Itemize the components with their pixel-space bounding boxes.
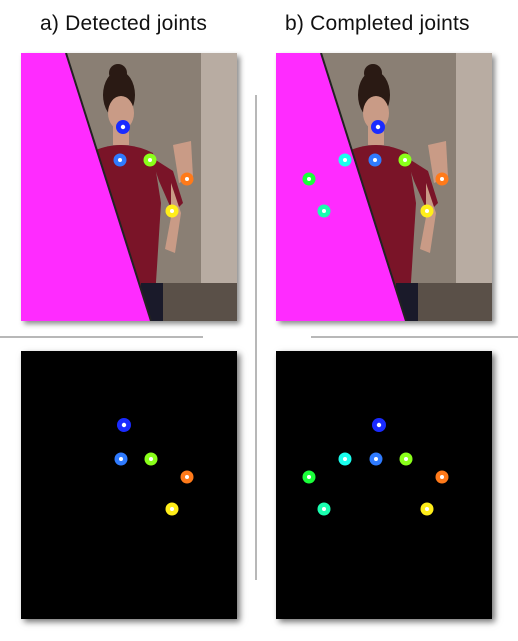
joint-left-elbow-marker: [435, 172, 449, 186]
joint-left-wrist-marker: [420, 204, 434, 218]
joint-right-wrist-marker: [317, 204, 331, 218]
joint-left-shoulder-dot: [144, 452, 158, 466]
raised-hand: [173, 141, 193, 183]
hair-bun: [109, 64, 127, 82]
joint-nose-marker: [116, 120, 130, 134]
heading-completed-joints: b) Completed joints: [285, 12, 470, 35]
photo-completed-panel: [276, 53, 492, 321]
occluder: [276, 53, 406, 321]
horizontal-divider-left: [0, 336, 203, 338]
joint-right-elbow-dot: [302, 470, 316, 484]
photo-detected-image: [21, 53, 237, 321]
raised-hand: [428, 141, 448, 183]
face: [363, 96, 389, 130]
joint-right-shoulder-marker: [338, 153, 352, 167]
vertical-divider: [255, 95, 257, 580]
skeleton-completed-canvas: [302, 418, 449, 516]
forearm: [165, 183, 181, 253]
joint-neck-dot: [369, 452, 383, 466]
joint-left-wrist-dot: [420, 502, 434, 516]
joint-neck-marker: [368, 153, 382, 167]
joint-left-wrist-dot: [165, 502, 179, 516]
joint-nose-marker: [371, 120, 385, 134]
occluder-edge: [65, 53, 152, 321]
horizontal-divider-right: [311, 336, 518, 338]
skeleton-detected-panel: [21, 351, 237, 619]
photo-detected-panel: [21, 53, 237, 321]
joint-left-shoulder-marker: [143, 153, 157, 167]
joint-right-wrist-dot: [317, 502, 331, 516]
occluder: [21, 53, 151, 321]
forearm: [420, 183, 436, 253]
hair-bun: [364, 64, 382, 82]
joint-right-elbow-marker: [302, 172, 316, 186]
face: [108, 96, 134, 130]
joint-nose-dot: [117, 418, 131, 432]
joint-left-elbow-dot: [180, 470, 194, 484]
joint-neck-dot: [114, 452, 128, 466]
occluder-edge: [320, 53, 407, 321]
joint-left-elbow-dot: [435, 470, 449, 484]
joint-left-shoulder-marker: [398, 153, 412, 167]
joint-left-elbow-marker: [180, 172, 194, 186]
joint-left-shoulder-dot: [399, 452, 413, 466]
joint-nose-dot: [372, 418, 386, 432]
door-frame: [456, 53, 492, 321]
skeleton-detected-canvas: [114, 418, 194, 516]
heading-detected-joints: a) Detected joints: [40, 12, 208, 35]
joint-neck-marker: [113, 153, 127, 167]
skeleton-completed-panel: [276, 351, 492, 619]
joint-right-shoulder-dot: [338, 452, 352, 466]
door-frame: [201, 53, 237, 321]
photo-completed-image: [276, 53, 492, 321]
joint-left-wrist-marker: [165, 204, 179, 218]
